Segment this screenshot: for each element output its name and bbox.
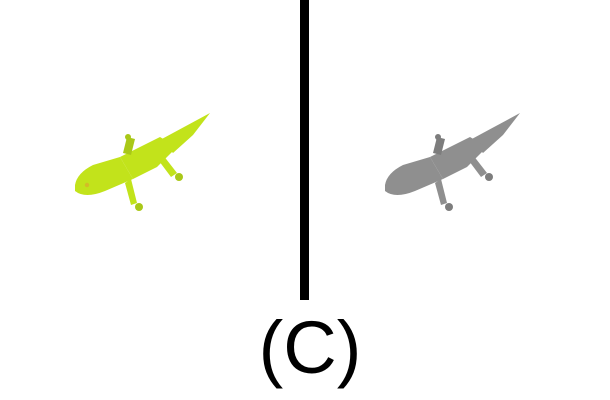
gecko-icon xyxy=(75,113,210,211)
center-divider xyxy=(300,0,309,300)
figure-caption: (C) xyxy=(258,306,362,389)
right-panel xyxy=(375,95,535,225)
left-panel xyxy=(65,95,225,225)
gecko-icon xyxy=(385,113,520,211)
